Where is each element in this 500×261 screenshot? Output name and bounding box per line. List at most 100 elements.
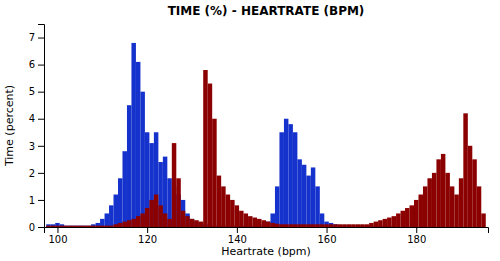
tick: 0 [29, 222, 44, 233]
bar [226, 195, 230, 227]
bar [468, 146, 472, 227]
bar [387, 218, 391, 227]
bar [109, 205, 113, 227]
bar [230, 200, 234, 227]
bar [293, 224, 297, 227]
bar [333, 224, 337, 227]
bar [51, 224, 55, 227]
bar [87, 226, 91, 227]
tick-mark [38, 38, 44, 39]
tick: 120 [138, 227, 157, 245]
tick-label: 100 [48, 234, 67, 245]
bar [365, 224, 369, 227]
bar [436, 159, 440, 227]
bar [73, 226, 77, 227]
bar [297, 224, 301, 227]
bar [87, 226, 91, 227]
bar [257, 219, 261, 227]
bar [114, 195, 118, 227]
bar [109, 226, 113, 227]
bar [378, 220, 382, 227]
tick-mark [57, 227, 58, 233]
bar [100, 226, 104, 227]
bar [217, 176, 221, 227]
bar [306, 176, 310, 227]
bar [60, 224, 64, 227]
tick: 1 [29, 195, 44, 206]
bar [100, 219, 104, 227]
bar [432, 173, 436, 227]
bar [122, 151, 126, 227]
bar [114, 224, 118, 227]
bar [82, 226, 86, 227]
bar [145, 208, 149, 227]
tick: 7 [29, 32, 44, 43]
bar [477, 186, 481, 227]
bar [320, 224, 324, 227]
tick-label: 6 [29, 59, 35, 70]
tick-label: 120 [138, 234, 157, 245]
bar [275, 186, 279, 227]
bar [383, 219, 387, 227]
bar [69, 226, 73, 227]
bar [208, 84, 212, 227]
bar [203, 70, 207, 227]
bar [60, 226, 64, 227]
axis-line [38, 25, 45, 228]
bar [185, 216, 189, 227]
bar-series [46, 70, 486, 227]
bar [275, 224, 279, 227]
bar [284, 119, 288, 227]
tick-mark [38, 65, 44, 66]
bar [450, 186, 454, 227]
bar [315, 224, 319, 227]
bar [262, 220, 266, 227]
plot-area [46, 43, 486, 227]
tick-mark [38, 200, 44, 201]
bar [122, 222, 126, 227]
bar [172, 143, 176, 227]
bar [423, 186, 427, 227]
bar [127, 220, 131, 227]
bar [140, 92, 144, 227]
bar [324, 224, 328, 227]
bar [136, 62, 140, 227]
bar [190, 219, 194, 227]
bar [167, 219, 171, 227]
bar [118, 223, 122, 227]
bar [329, 224, 333, 227]
x-axis-label: Heartrate (bpm) [221, 245, 311, 258]
bar [199, 222, 203, 227]
bar [149, 200, 153, 227]
bar [279, 132, 283, 227]
tick-mark [38, 146, 44, 147]
bar [154, 132, 158, 227]
axis-line [45, 228, 489, 234]
bar [73, 226, 77, 227]
bar [244, 213, 248, 227]
bar [396, 213, 400, 227]
bar [333, 224, 337, 227]
bar [270, 223, 274, 227]
bar [284, 224, 288, 227]
bar [131, 219, 135, 227]
bar [248, 216, 252, 227]
tick: 6 [29, 59, 44, 70]
bar [481, 213, 485, 227]
bar [342, 224, 346, 227]
bar [154, 195, 158, 227]
tick-label: 1 [29, 195, 35, 206]
tick: 160 [317, 227, 336, 245]
bar [320, 213, 324, 227]
bar [91, 226, 95, 227]
bar [360, 224, 364, 227]
bar [158, 205, 162, 227]
tick-label: 140 [228, 234, 247, 245]
bar [302, 165, 306, 227]
bar [338, 224, 342, 227]
title: TIME (%) - HEARTRATE (BPM) [168, 4, 365, 18]
tick-mark [38, 227, 44, 228]
bar [221, 186, 225, 227]
bar [288, 224, 292, 227]
tick-label: 3 [29, 141, 35, 152]
